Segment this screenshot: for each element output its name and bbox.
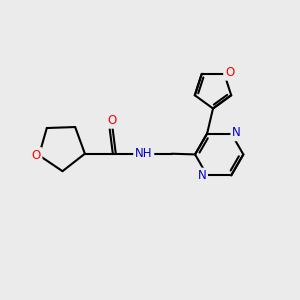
Text: O: O [225, 66, 234, 79]
Text: O: O [32, 149, 41, 162]
Text: N: N [232, 126, 241, 140]
Text: O: O [108, 114, 117, 127]
Text: N: N [197, 169, 206, 182]
Text: NH: NH [135, 147, 152, 160]
